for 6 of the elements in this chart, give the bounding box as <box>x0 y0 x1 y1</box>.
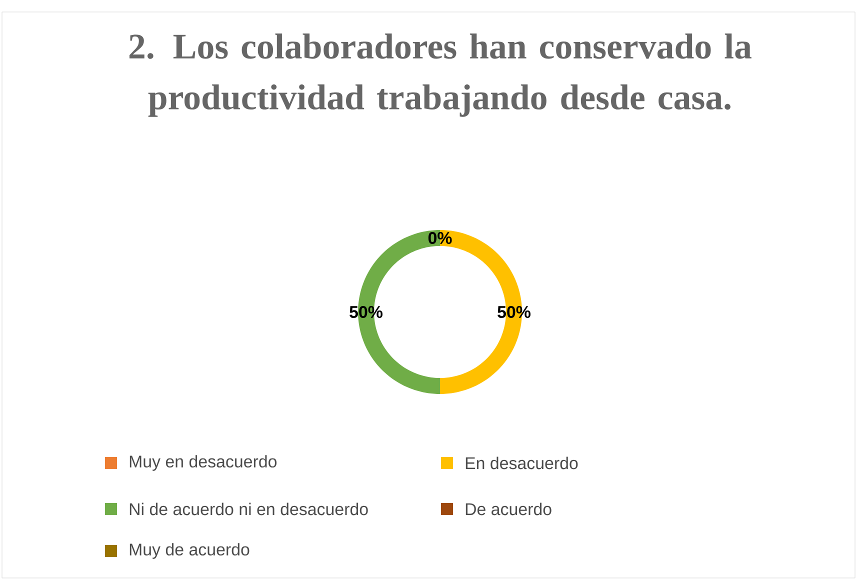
legend-label: Ni de acuerdo ni en desacuerdo <box>130 502 368 516</box>
chart-title: 2. Los colaboradores han conservado la productividad trabajando desde casa. <box>129 34 752 117</box>
legend-label: En desacuerdo <box>466 456 578 470</box>
legend-label: Muy en desacuerdo <box>130 455 277 471</box>
legend-label: Muy de acuerdo <box>130 543 250 559</box>
legend-label: De acuerdo <box>466 502 552 516</box>
